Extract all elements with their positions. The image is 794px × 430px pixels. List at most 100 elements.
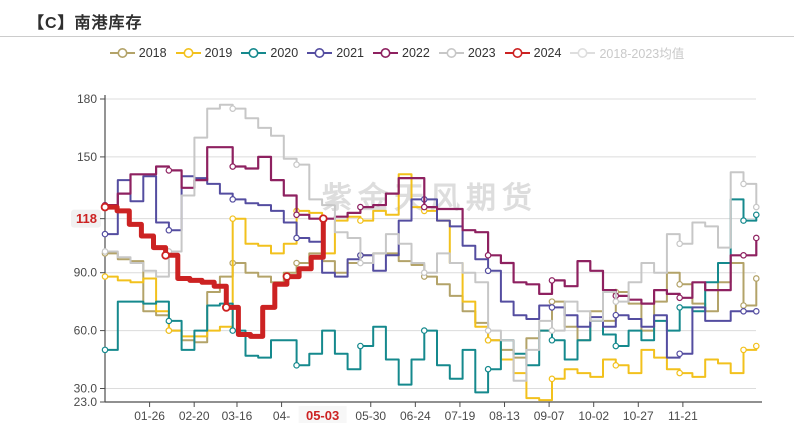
y-tick-label: 23.0 [74,395,98,409]
data-point-2021 [484,267,492,275]
data-point-2020 [420,327,428,334]
data-point-2021 [740,307,747,315]
data-point-2022 [293,211,300,219]
legend-item-2021[interactable]: 2021 [307,46,364,60]
data-point-2021 [101,230,109,238]
data-point-2020 [484,365,492,373]
data-point-2021 [165,226,173,234]
legend-line-marker-icon [307,47,333,58]
legend-label: 2018-2023均值 [599,47,685,61]
data-point-2020 [293,362,300,369]
data-point-2020 [612,342,620,350]
data-point-2023 [752,203,760,211]
legend-item-2018-2023[interactable]: 2018-2023均值 [570,43,684,62]
x-tick-label: 09-07 [534,409,565,423]
data-point-2024 [161,251,170,260]
data-point-2022 [420,203,428,211]
legend-item-2019[interactable]: 2019 [175,45,233,60]
legend-line-marker-icon [175,47,201,58]
data-point-2023 [612,298,620,305]
x-tick-label: 10-02 [578,409,609,423]
legend-item-2022[interactable]: 2022 [373,46,430,60]
data-point-2023 [548,327,556,334]
data-point-2022 [357,203,364,211]
data-point-2021 [229,196,237,203]
x-tick-label: 04- [273,409,290,423]
data-point-2022 [229,163,237,170]
data-point-2019 [357,217,364,224]
legend-item-2023[interactable]: 2023 [438,45,496,60]
legend-label: 2019 [204,45,233,60]
data-point-2020 [229,327,237,334]
series-line-2022 [103,146,758,305]
data-point-2023 [420,269,428,276]
data-point-2023 [357,259,364,267]
x-highlight-badge [298,406,347,423]
data-point-2019 [548,375,556,383]
data-point-2022 [752,234,760,242]
data-point-2021 [676,350,683,358]
legend-item-2024[interactable]: 2024 [504,45,562,60]
legend-label: 2024 [533,45,562,60]
data-point-2023 [293,161,300,168]
data-point-2022 [676,294,683,302]
legend-item-2018[interactable]: 2018 [109,45,167,60]
data-point-2021 [293,234,300,242]
legend-label: 2022 [402,45,430,60]
legend-label: 2018 [138,45,167,60]
legend-label: 2021 [336,45,365,60]
data-point-2021 [548,304,556,311]
data-point-2024 [319,214,328,223]
y-tick-label: 90.0 [74,266,98,280]
data-point-2024 [282,272,292,281]
data-point-2021 [612,311,620,319]
data-point-2022 [484,252,492,259]
data-point-2019 [740,346,747,354]
legend-label: 2023 [467,45,496,60]
x-tick-label: 02-20 [179,409,210,423]
x-tick-label: 11-21 [668,409,698,423]
data-point-2019 [612,362,620,369]
legend-item-2020[interactable]: 2020 [241,46,298,60]
y-tick-label: 30.0 [74,381,98,395]
legend-label: 2020 [270,45,299,60]
data-point-2018 [752,275,760,282]
x-tick-label: 10-27 [623,409,654,423]
x-highlight-label: 05-03 [306,408,339,423]
series-line-2020 [104,198,758,394]
legend-line-marker-icon [504,47,530,58]
data-point-2018 [740,302,747,309]
data-point-2020 [165,317,173,325]
data-point-2019 [165,327,173,334]
x-tick-label: 05-30 [355,409,386,423]
y-highlight-label: 118 [76,211,97,226]
y-tick-label: 60.0 [74,324,98,338]
data-point-2024 [100,202,110,212]
x-tick-label: 07-19 [445,409,476,423]
data-point-2023 [676,240,683,248]
legend-line-marker-icon [438,47,464,58]
legend-line-marker-icon [109,47,135,58]
chart-title: 【C】南港库存 [28,15,143,32]
y-highlight-badge [71,209,101,228]
data-point-2023 [740,180,747,188]
data-point-2019 [229,215,237,222]
data-point-2024 [221,303,231,312]
data-point-2022 [548,277,556,284]
data-point-2018 [548,298,556,305]
data-point-2023 [101,248,109,255]
data-point-2019 [752,342,760,350]
data-point-2023 [229,105,237,112]
series-line-2018 [104,252,758,359]
legend-line-marker-icon [373,47,399,58]
data-point-2018 [293,259,300,267]
data-point-2018 [676,280,683,288]
data-point-2020 [357,342,364,350]
x-tick-label: 01-26 [134,409,165,423]
y-tick-label: 150 [77,150,97,164]
legend: 2018 2019 2020 2021 2022 2023 2024 2018-2023均值 [0,43,794,62]
data-point-2019 [484,336,492,344]
x-tick-label: 08-13 [489,409,520,423]
